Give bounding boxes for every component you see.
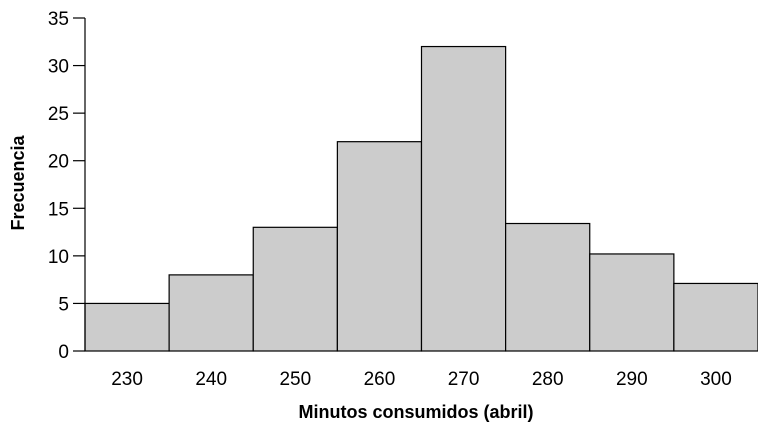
x-tick-label-230: 230 <box>111 369 143 390</box>
x-tick-label-240: 240 <box>195 369 227 390</box>
x-axis-title: Minutos consumidos (abril) <box>298 402 533 422</box>
y-axis-title: Frecuencia <box>8 134 28 230</box>
bar-240 <box>168 274 254 352</box>
x-tick-label-300: 300 <box>700 369 732 390</box>
bars-layer <box>84 45 758 352</box>
labels-layer: 0 5 10 15 20 25 30 35 230 240 250 260 270 280 290 300 <box>48 9 732 390</box>
y-tick-label-15: 15 <box>48 199 69 220</box>
bar-280 <box>505 222 591 352</box>
bar-230 <box>84 302 170 352</box>
bar-270 <box>420 45 507 352</box>
x-tick-label-280: 280 <box>532 369 564 390</box>
y-tick-label-35: 35 <box>48 9 69 30</box>
y-tick-label-0: 0 <box>58 342 69 363</box>
y-tick-label-30: 30 <box>48 57 69 78</box>
y-tick-label-5: 5 <box>58 294 69 315</box>
bar-290 <box>589 253 675 352</box>
y-tick-label-20: 20 <box>48 152 69 173</box>
y-tick-label-25: 25 <box>48 104 69 125</box>
x-tick-label-260: 260 <box>364 369 396 390</box>
x-tick-label-250: 250 <box>279 369 311 390</box>
bar-300 <box>673 282 758 352</box>
bar-250 <box>252 226 338 352</box>
x-tick-label-290: 290 <box>616 369 648 390</box>
bar-260 <box>336 141 423 352</box>
x-tick-label-270: 270 <box>448 369 480 390</box>
axes-layer <box>73 17 86 352</box>
y-tick-label-10: 10 <box>48 247 69 268</box>
